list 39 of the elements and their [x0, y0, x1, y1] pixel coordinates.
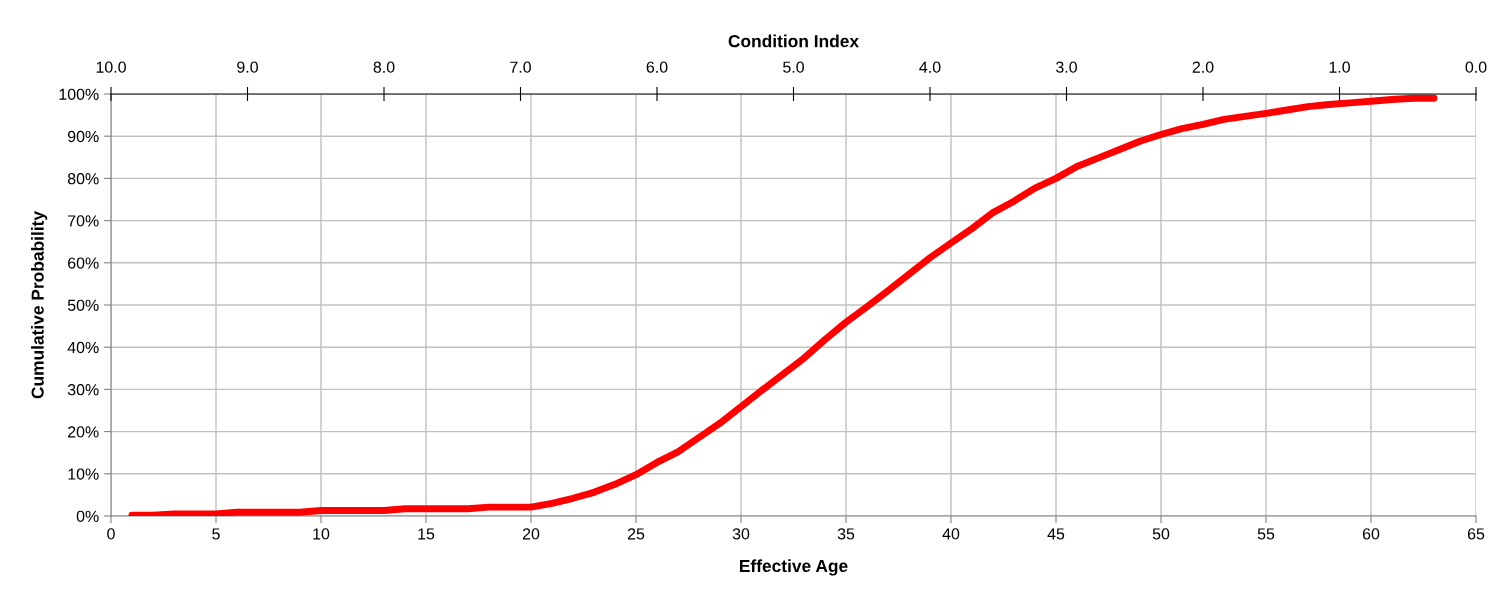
y-tick-label: 60%: [68, 257, 99, 269]
x-tick-label: 15: [418, 528, 435, 540]
x-tick-label: 60: [1362, 528, 1380, 540]
x2-tick-label: 5.0: [783, 61, 804, 73]
x-tick-label: 5: [212, 528, 220, 540]
x-tick-label: 50: [1152, 528, 1170, 540]
x-tick-label: 0: [107, 528, 115, 540]
y-tick-label: 80%: [67, 173, 99, 185]
y-tick-label: 40%: [67, 341, 99, 354]
y-tick-label: 70%: [68, 215, 99, 227]
y-tick-label: 90%: [67, 130, 99, 143]
y-tick-label: 0%: [76, 510, 99, 522]
y-tick-label: 20%: [68, 426, 99, 438]
y-axis-title: Cumulative Probability: [31, 211, 48, 399]
x-tick-label: 35: [837, 528, 855, 540]
y-tick-label: 100%: [59, 88, 99, 100]
x2-tick-label: 4.0: [919, 61, 941, 73]
x2-tick-label: 10.0: [96, 61, 126, 73]
x2-tick-label: 1.0: [1329, 61, 1350, 73]
x-tick-label: 65: [1467, 528, 1485, 540]
x-tick-label: 25: [627, 528, 645, 540]
x-tick-label: 55: [1257, 528, 1275, 540]
x-axis-title: Effective Age: [740, 559, 848, 576]
y-tick-label: 30%: [67, 384, 99, 396]
x-tick-label: 20: [522, 528, 540, 540]
y-tick-label: 10%: [68, 468, 99, 480]
x2-axis-title: Condition Index: [728, 34, 859, 48]
x-tick-label: 40: [942, 528, 960, 540]
x2-tick-label: 7.0: [510, 61, 531, 73]
x2-tick-label: 8.0: [373, 61, 395, 73]
x-tick-label: 10: [313, 528, 330, 540]
x2-tick-label: 2.0: [1192, 61, 1214, 73]
x2-tick-label: 0.0: [1465, 61, 1487, 73]
x2-tick-label: 6.0: [646, 61, 668, 73]
x2-tick-label: 9.0: [237, 61, 258, 73]
x2-tick-label: 3.0: [1056, 61, 1077, 73]
x-tick-label: 30: [732, 528, 750, 540]
x-tick-label: 45: [1047, 528, 1065, 540]
y-tick-label: 50%: [67, 299, 99, 311]
